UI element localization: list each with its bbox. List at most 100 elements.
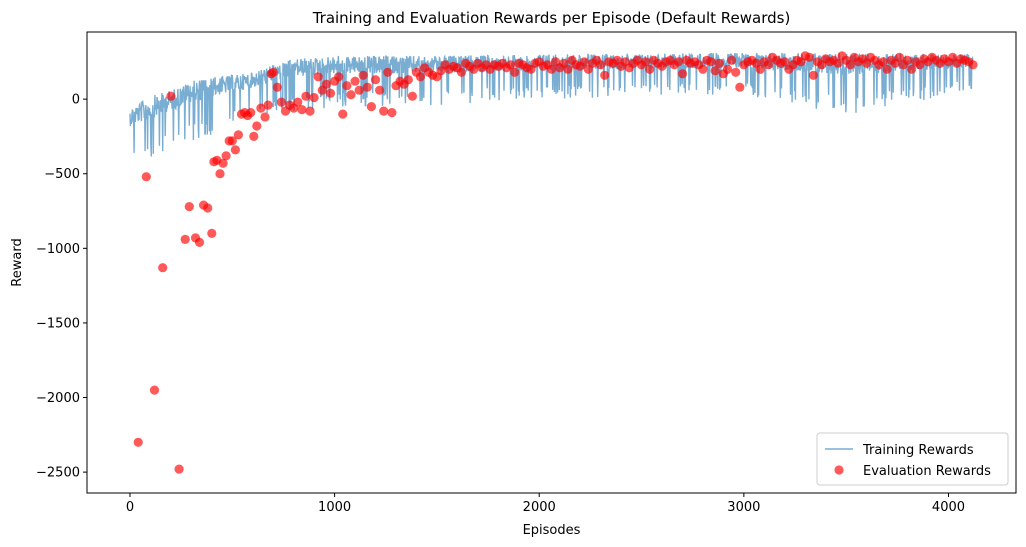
evaluation-point xyxy=(252,121,262,131)
evaluation-point xyxy=(305,106,315,116)
evaluation-point xyxy=(321,79,331,89)
axes: 0 1000 2000 3000 4000 −2500 −2000 −1500 −1000 −50… xyxy=(36,31,1017,515)
evaluation-point xyxy=(338,109,348,119)
evaluation-point xyxy=(804,52,814,63)
evaluation-point xyxy=(379,106,389,116)
evaluation-point xyxy=(506,60,516,70)
evaluation-point xyxy=(878,57,888,67)
evaluation-point xyxy=(166,91,176,101)
evaluation-point xyxy=(902,55,913,65)
evaluation-point xyxy=(731,67,741,77)
legend: Training Rewards Evaluation Rewards xyxy=(816,432,1009,486)
evaluation-point xyxy=(272,82,282,92)
y-tick-label: −2500 xyxy=(36,466,80,481)
evaluation-point xyxy=(354,85,364,95)
evaluation-point xyxy=(260,112,270,122)
evaluation-point xyxy=(370,75,381,85)
evaluation-point xyxy=(141,172,151,182)
evaluation-point xyxy=(698,64,708,74)
evaluation-point xyxy=(184,202,194,212)
x-tick-label: 2000 xyxy=(523,500,556,515)
evaluation-point xyxy=(309,93,319,103)
evaluation-point xyxy=(735,82,745,92)
y-tick-label: −1500 xyxy=(36,316,80,331)
evaluation-point xyxy=(207,228,217,238)
evaluation-point xyxy=(218,158,228,168)
y-tick-label: −1000 xyxy=(36,242,80,257)
x-axis-title: Episodes xyxy=(523,523,581,538)
evaluation-point xyxy=(780,57,790,67)
evaluation-point xyxy=(596,60,606,70)
evaluation-point xyxy=(313,72,323,82)
evaluation-point xyxy=(180,234,190,244)
evaluation-point xyxy=(510,67,520,77)
evaluation-point xyxy=(263,100,273,110)
evaluation-point xyxy=(194,237,205,247)
evaluation-point xyxy=(325,88,336,98)
evaluation-point xyxy=(673,57,684,67)
evaluation-point xyxy=(641,57,651,67)
evaluation-point xyxy=(342,81,352,91)
evaluation-point xyxy=(346,90,356,100)
evaluation-point xyxy=(833,58,843,68)
axes-frame xyxy=(86,31,1017,494)
evaluation-point xyxy=(763,60,774,70)
evaluation-point xyxy=(297,105,307,115)
y-tick-label: −500 xyxy=(44,167,80,182)
evaluation-point xyxy=(727,55,737,65)
evaluation-point xyxy=(149,385,160,395)
evaluation-point xyxy=(375,85,385,95)
evaluation-point xyxy=(276,97,286,107)
evaluation-point xyxy=(268,67,278,77)
evaluation-point xyxy=(894,52,905,63)
evaluation-point xyxy=(563,64,573,74)
x-tick-label: 1000 xyxy=(318,500,351,515)
legend-marker-swatch xyxy=(834,465,844,475)
plot-inner xyxy=(129,51,978,474)
y-tick-label: 0 xyxy=(72,93,80,108)
evaluation-point xyxy=(366,102,376,112)
evaluation-point xyxy=(233,130,243,140)
evaluation-point xyxy=(256,103,266,113)
evaluation-point xyxy=(714,58,724,68)
x-tick-label: 3000 xyxy=(727,500,760,515)
evaluation-point xyxy=(362,82,372,92)
evaluation-point xyxy=(706,57,716,67)
legend-label-evaluation: Evaluation Rewards xyxy=(863,464,991,479)
evaluation-point xyxy=(645,64,655,74)
evaluation-point xyxy=(415,72,426,82)
evaluation-point xyxy=(845,60,855,70)
evaluation-point xyxy=(350,76,360,86)
evaluation-point xyxy=(907,64,917,74)
y-axis-title: Reward xyxy=(10,238,25,286)
evaluation-point xyxy=(710,66,720,76)
evaluation-point xyxy=(968,60,978,70)
legend-box xyxy=(816,432,1009,486)
evaluation-point xyxy=(407,91,417,101)
evaluation-point xyxy=(600,70,610,80)
evaluation-point xyxy=(403,75,413,85)
evaluation-point xyxy=(358,70,368,80)
evaluation-point xyxy=(677,69,688,79)
plot-area xyxy=(129,51,978,474)
evaluation-point xyxy=(174,464,184,474)
evaluation-point xyxy=(249,131,259,141)
evaluation-point xyxy=(383,67,393,77)
evaluation-point xyxy=(215,169,225,179)
evaluation-point xyxy=(293,97,303,107)
legend-label-training: Training Rewards xyxy=(862,443,974,458)
evaluation-point xyxy=(230,145,240,155)
evaluation-point xyxy=(808,70,819,80)
evaluation-point xyxy=(546,64,557,74)
evaluation-point xyxy=(456,67,467,77)
evaluation-point xyxy=(334,72,344,82)
evaluation-point xyxy=(579,57,589,67)
evaluation-point xyxy=(246,108,256,118)
x-tick-label: 0 xyxy=(126,500,134,515)
x-tick-label: 4000 xyxy=(932,500,965,515)
evaluation-point xyxy=(755,64,765,74)
evaluation-point xyxy=(227,136,237,146)
evaluation-point xyxy=(158,263,168,273)
